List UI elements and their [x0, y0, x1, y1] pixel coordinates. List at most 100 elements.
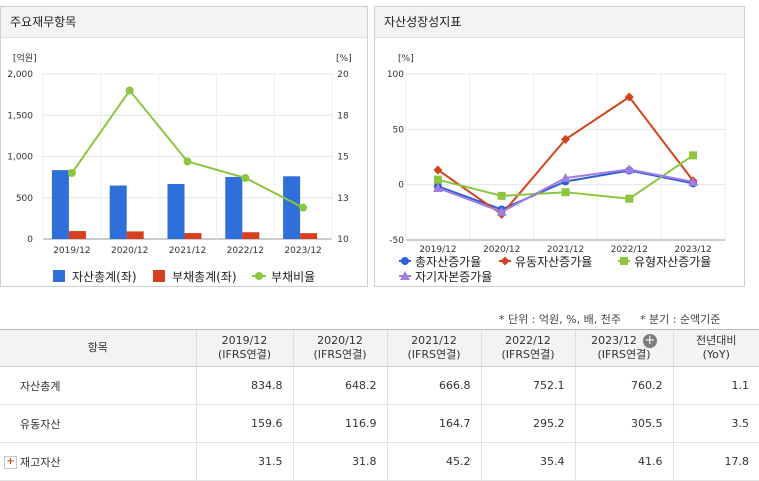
- legend-marker-square: [153, 270, 165, 282]
- y-right-tick-label: 10: [337, 235, 349, 245]
- table-cell: 666.8: [386, 366, 481, 405]
- table-cell: 159.6: [195, 404, 293, 443]
- legend-marker: [500, 256, 510, 266]
- table-cell: 648.2: [292, 366, 387, 405]
- financial-table: 항목 2019/12 (IFRS연결) 2020/12 (IFRS연결) 2021/…: [0, 329, 759, 481]
- table-cell: 116.9: [292, 404, 387, 443]
- bar-total-assets: [283, 176, 301, 239]
- bar-total-assets: [167, 183, 185, 239]
- legend-marker-point: [255, 272, 263, 280]
- bar-total-liabilities: [126, 231, 144, 239]
- x-tick-label: 2021/12: [169, 246, 206, 256]
- line-debt-ratio: [71, 88, 304, 209]
- x-tick-label: 2020/12: [111, 246, 148, 256]
- point-debt-ratio: [299, 203, 308, 212]
- asset-growth-chart: [%] 100 50 0 -50 2019/12 2020/12 2021/12 2022/12…: [387, 54, 726, 284]
- add-period-icon[interactable]: +: [642, 333, 657, 348]
- x-tick-label: 2019/12: [53, 246, 90, 256]
- x-tick-label: 2022/12: [227, 246, 264, 256]
- financial-items-title: 주요재무항목: [1, 7, 367, 38]
- legend-label: 총자산증가율: [415, 255, 481, 269]
- series-point: [433, 165, 443, 175]
- point-debt-ratio: [241, 173, 250, 182]
- asset-growth-title: 자산성장성지표: [375, 7, 744, 38]
- expand-plus-icon[interactable]: +: [4, 456, 17, 469]
- row-label-expandable[interactable]: + 재고자산: [0, 442, 196, 481]
- bar-total-liabilities: [68, 231, 86, 239]
- y-left-unit-label: [억원]: [13, 52, 37, 64]
- table-cell: 760.2: [574, 366, 673, 405]
- legend-marker-square: [53, 270, 65, 282]
- period-label: 2022/12: [505, 334, 551, 347]
- legend-marker: [401, 257, 409, 265]
- period-column-header: 2021/12 (IFRS연결): [386, 329, 481, 367]
- legend-label: 유동자산증가율: [515, 255, 592, 269]
- table-cell: 35.4: [480, 442, 575, 481]
- series-point: [625, 194, 634, 203]
- bar-total-assets: [109, 185, 127, 239]
- period-column-header: 2023/12 + (IFRS연결): [574, 329, 673, 367]
- point-debt-ratio: [183, 157, 192, 166]
- y-left-tick-label: 1,500: [7, 111, 33, 121]
- yoy-cell: 17.8: [672, 442, 759, 481]
- series-point: [560, 173, 571, 183]
- basis-label: (IFRS연결): [313, 348, 367, 361]
- y-left-tick-label: 0: [27, 235, 33, 245]
- series-point: [432, 182, 443, 192]
- period-column-header: 2022/12 (IFRS연결): [480, 329, 575, 367]
- bar-total-liabilities: [242, 232, 260, 239]
- x-tick-label: 2022/12: [611, 245, 648, 255]
- series-point: [561, 134, 570, 144]
- x-tick-label: 2019/12: [419, 245, 456, 255]
- series-point: [497, 191, 506, 200]
- bar-total-liabilities: [184, 233, 202, 239]
- yoy-cell: 1.1: [672, 366, 759, 405]
- row-label: 재고자산: [20, 455, 61, 469]
- yoy-cell: 3.5: [672, 404, 759, 443]
- y-right-tick-label: 18: [337, 111, 349, 121]
- basis-label: (IFRS연결): [407, 348, 461, 361]
- bar-total-assets: [225, 176, 243, 239]
- x-tick-label: 2021/12: [547, 245, 584, 255]
- x-tick-label: 2023/12: [284, 246, 321, 256]
- table-cell: 31.8: [292, 442, 387, 481]
- table-cell: 752.1: [480, 366, 575, 405]
- basis-label: (IFRS연결): [217, 348, 272, 361]
- y-tick-label: 50: [393, 125, 405, 135]
- y-tick-label: 0: [398, 181, 404, 191]
- legend-label: 자산총계(좌): [72, 270, 137, 284]
- basis-label: (IFRS연결): [597, 348, 651, 361]
- x-tick-label: 2023/12: [674, 245, 711, 255]
- row-label: 자산총계: [0, 366, 196, 405]
- yoy-column-header: 전년대비 (YoY): [672, 329, 759, 367]
- point-debt-ratio: [67, 169, 76, 177]
- bar-total-assets: [51, 170, 69, 239]
- legend-marker: [620, 257, 628, 265]
- y-right-unit-label: [%]: [336, 54, 352, 64]
- table-cell: 834.8: [195, 366, 293, 405]
- period-label: 2023/12: [591, 334, 637, 347]
- period-column-header: 2020/12 (IFRS연결): [292, 329, 387, 367]
- row-label: 유동자산: [0, 404, 196, 443]
- table-cell: 164.7: [386, 404, 481, 443]
- legend-label: 부채총계(좌): [172, 270, 237, 284]
- table-cell: 41.6: [574, 442, 673, 481]
- series-point: [624, 164, 635, 174]
- table-row: 자산총계 834.8 648.2 666.8 752.1 760.2 1.1: [0, 366, 759, 405]
- series-point: [496, 206, 507, 216]
- period-label: 2021/12: [411, 334, 457, 347]
- table-cell: 295.2: [480, 404, 575, 443]
- financial-items-panel: 주요재무항목 [억원] [%] 2,000 1,500 1,000 500 0 20 18 15 1…: [0, 6, 368, 287]
- series-point: [689, 151, 698, 160]
- bar-total-liabilities: [300, 233, 318, 239]
- unit-note: * 단위 : 억원, %, 배, 천주: [499, 313, 621, 326]
- series-line: [437, 95, 694, 216]
- period-basis-note: * 분기 : 순액기준: [640, 313, 721, 326]
- y-left-tick-label: 500: [16, 194, 33, 204]
- series-point: [688, 176, 699, 186]
- basis-label: (IFRS연결): [501, 348, 555, 361]
- y-tick-label: -50: [389, 236, 404, 246]
- table-row: + 재고자산 31.5 31.8 45.2 35.4 41.6 17.8: [0, 442, 759, 481]
- asset-growth-panel: 자산성장성지표 [%] 100 50 0 -50 2019/12 2020/12 2021/1…: [374, 6, 745, 287]
- item-column-header: 항목: [0, 329, 196, 367]
